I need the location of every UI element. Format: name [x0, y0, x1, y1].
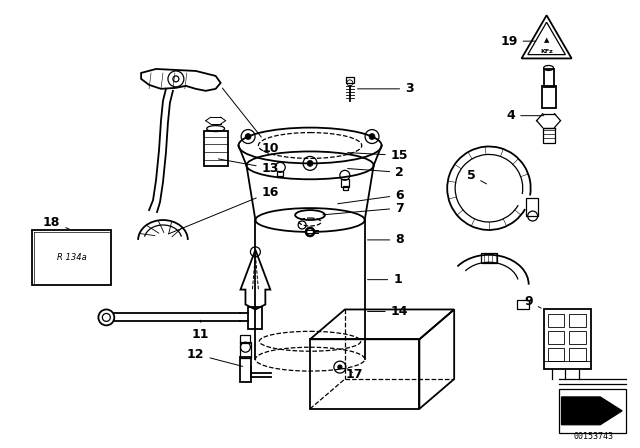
Bar [277, 171, 284, 177]
Text: ▲: ▲ [544, 37, 549, 43]
Bar [541, 86, 556, 108]
Circle shape [245, 134, 251, 139]
Bar [559, 389, 626, 433]
Bar [570, 314, 586, 327]
Text: 19: 19 [500, 34, 536, 47]
Bar [346, 77, 354, 83]
Bar [481, 253, 497, 263]
Text: R 134a: R 134a [57, 253, 86, 262]
Circle shape [307, 160, 313, 166]
Circle shape [307, 229, 313, 235]
Circle shape [305, 227, 315, 237]
Text: 12: 12 [187, 348, 243, 366]
Text: 15: 15 [348, 149, 408, 162]
Bar [543, 69, 554, 87]
Bar [570, 332, 586, 344]
Bar [239, 357, 252, 382]
Bar [343, 186, 348, 190]
Bar [570, 348, 586, 361]
Text: 1: 1 [367, 273, 402, 286]
Text: 17: 17 [346, 367, 364, 380]
Bar [310, 339, 419, 409]
Bar [341, 179, 349, 187]
Text: 3: 3 [358, 82, 413, 95]
Text: 16: 16 [168, 186, 279, 234]
Text: 10: 10 [222, 88, 279, 155]
Text: 18: 18 [43, 215, 69, 229]
Text: 6: 6 [338, 189, 404, 204]
Bar [543, 310, 591, 369]
Polygon shape [561, 397, 622, 425]
Text: KFz: KFz [540, 48, 553, 54]
Bar [204, 130, 228, 166]
Text: 2: 2 [348, 166, 404, 179]
Circle shape [369, 134, 375, 139]
Bar [32, 230, 111, 284]
Text: 00153743: 00153743 [573, 432, 613, 441]
Text: 14: 14 [367, 305, 408, 318]
Text: 7: 7 [323, 202, 404, 215]
Text: 11: 11 [192, 320, 209, 341]
Bar [248, 307, 262, 329]
Bar [543, 128, 554, 142]
Bar [525, 198, 538, 216]
Text: 4: 4 [506, 109, 544, 122]
Bar [239, 342, 252, 358]
Circle shape [338, 365, 342, 369]
Text: 9: 9 [524, 295, 541, 308]
Bar [548, 314, 564, 327]
Text: 5: 5 [467, 169, 486, 184]
Text: 8: 8 [367, 233, 404, 246]
Bar [241, 335, 250, 343]
Bar [548, 348, 564, 361]
Bar [548, 332, 564, 344]
Bar [516, 300, 529, 310]
Text: 13: 13 [218, 159, 279, 175]
